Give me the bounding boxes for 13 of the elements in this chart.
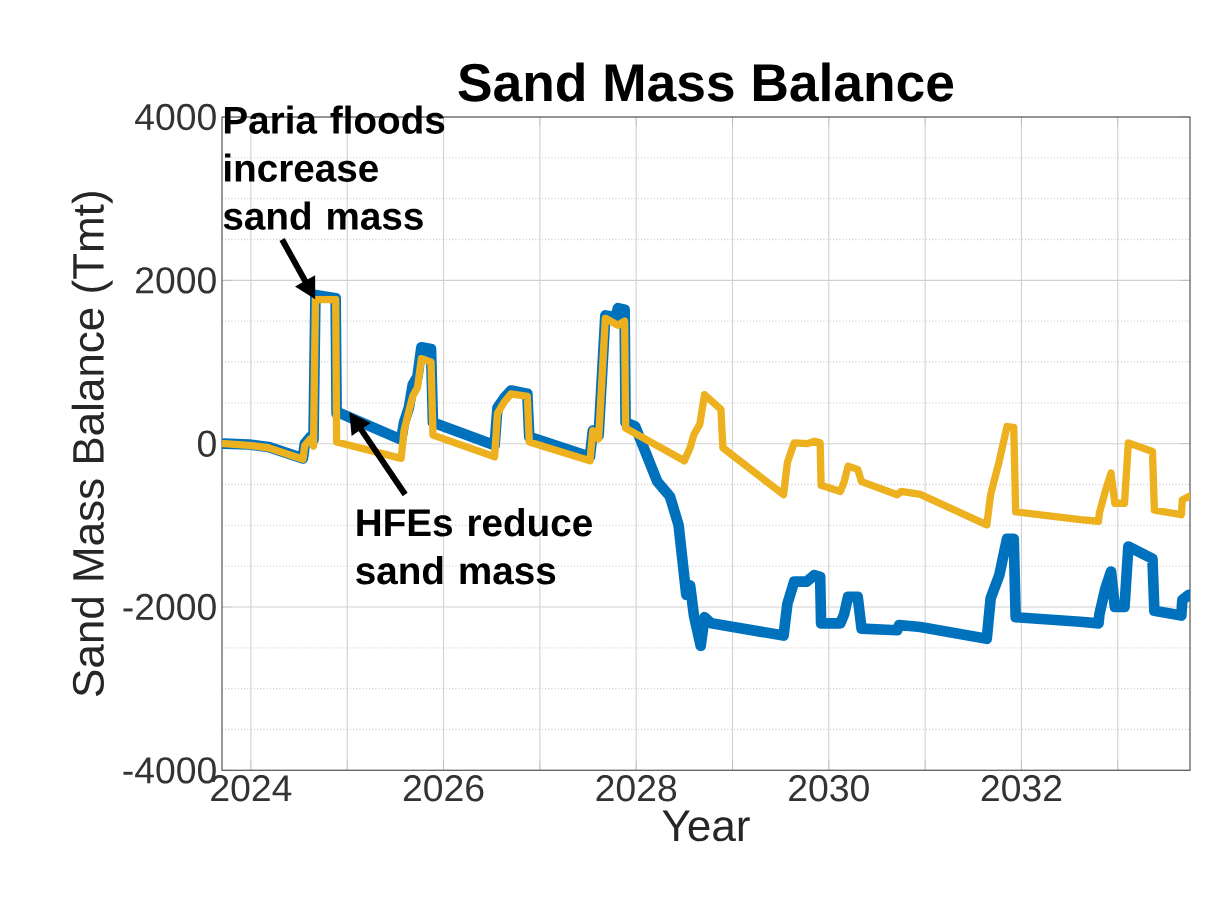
chart-title: Sand Mass Balance — [458, 62, 954, 102]
annotation: Paria floods increase sand mass — [223, 105, 445, 230]
x-axis-title: Year — [662, 810, 750, 842]
x-tick-label: 2030 — [789, 775, 869, 802]
y-tick-label: 4000 — [135, 103, 216, 131]
x-tick-label: 2026 — [403, 775, 484, 802]
y-tick-label: 0 — [197, 430, 216, 457]
x-tick-label: 2032 — [981, 775, 1062, 802]
y-tick-label: 2000 — [136, 267, 216, 294]
x-tick-label: 2028 — [596, 775, 677, 802]
y-tick-label: -2000 — [123, 593, 216, 621]
y-axis-title: Sand Mass Balance (Tmt) — [71, 192, 113, 696]
annotation: HFEs reduce sand mass — [356, 508, 592, 585]
